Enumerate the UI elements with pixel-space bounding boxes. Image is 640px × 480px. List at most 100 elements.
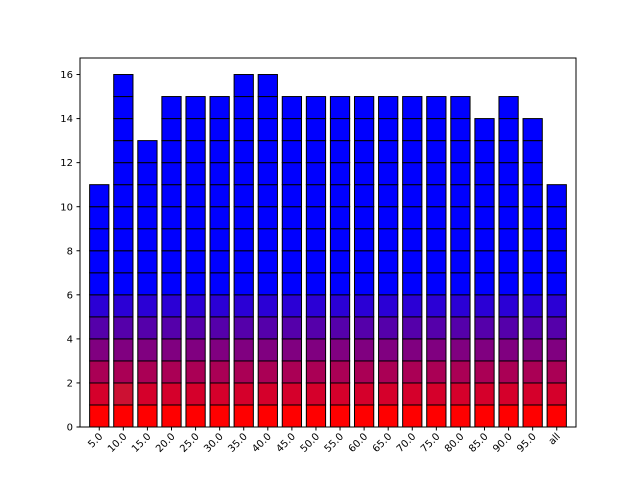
y-tick-label: 0 bbox=[67, 423, 73, 434]
bar-segment bbox=[402, 118, 423, 142]
bar-segment bbox=[329, 162, 351, 186]
bar-segment bbox=[378, 316, 399, 340]
bar-segment bbox=[257, 316, 278, 340]
bar-segment bbox=[137, 404, 158, 428]
bar-segment bbox=[378, 338, 399, 362]
bar-segment bbox=[89, 382, 110, 406]
bar-segment bbox=[546, 360, 567, 384]
bar-segment bbox=[353, 272, 375, 296]
bar-10.0 bbox=[113, 74, 134, 428]
bar-35.0 bbox=[233, 74, 254, 428]
bar-segment bbox=[305, 162, 327, 186]
bar-25.0 bbox=[185, 96, 206, 428]
bar-segment bbox=[426, 360, 447, 384]
bar-segment bbox=[426, 272, 447, 296]
bar-segment bbox=[426, 294, 447, 318]
bar-segment bbox=[257, 96, 278, 120]
bar-segment bbox=[402, 140, 423, 164]
bar-segment bbox=[257, 294, 278, 318]
x-tick-label: 15.0 bbox=[130, 431, 154, 455]
y-tick-label: 2 bbox=[67, 379, 73, 390]
bar-segment bbox=[474, 338, 495, 362]
y-tick-label: 12 bbox=[60, 158, 73, 169]
bar-segment bbox=[426, 162, 447, 186]
bar-segment bbox=[450, 140, 471, 164]
bar-segment bbox=[161, 338, 182, 362]
bar-segment bbox=[498, 294, 519, 318]
bar-segment bbox=[378, 272, 399, 296]
x-tick-label: 25.0 bbox=[178, 431, 202, 455]
bar-segment bbox=[402, 316, 423, 340]
bar-segment bbox=[522, 316, 543, 340]
bar-segment bbox=[161, 404, 182, 428]
bar-segment bbox=[281, 316, 303, 340]
bar-segment bbox=[89, 316, 110, 340]
bar-segment bbox=[209, 228, 230, 252]
bar-segment bbox=[113, 162, 134, 186]
bar-all bbox=[546, 184, 567, 428]
bar-segment bbox=[257, 360, 278, 384]
bar-segment bbox=[257, 184, 278, 208]
bar-segment bbox=[89, 184, 110, 208]
bar-segment bbox=[522, 272, 543, 296]
bar-segment bbox=[329, 382, 351, 406]
bar-segment bbox=[233, 294, 254, 318]
x-tick-label: 80.0 bbox=[443, 431, 467, 455]
bar-30.0 bbox=[209, 96, 230, 428]
bar-segment bbox=[426, 316, 447, 340]
bar-segment bbox=[209, 162, 230, 186]
bar-segment bbox=[209, 316, 230, 340]
bar-segment bbox=[426, 184, 447, 208]
bar-segment bbox=[353, 250, 375, 274]
bar-segment bbox=[113, 404, 134, 428]
bar-segment bbox=[185, 338, 206, 362]
bar-segment bbox=[137, 206, 158, 230]
bar-segment bbox=[546, 338, 567, 362]
bar-segment bbox=[329, 338, 351, 362]
bar-segment bbox=[281, 382, 303, 406]
bar-segment bbox=[450, 294, 471, 318]
bar-segment bbox=[329, 250, 351, 274]
bar-segment bbox=[305, 140, 327, 164]
bar-segment bbox=[257, 206, 278, 230]
bar-segment bbox=[498, 118, 519, 142]
bar-65.0 bbox=[378, 96, 399, 428]
bar-70.0 bbox=[402, 96, 423, 428]
bar-segment bbox=[209, 118, 230, 142]
bar-segment bbox=[329, 272, 351, 296]
bar-segment bbox=[233, 206, 254, 230]
bar-segment bbox=[522, 162, 543, 186]
bar-segment bbox=[209, 96, 230, 120]
bar-segment bbox=[113, 360, 134, 384]
x-tick-label: 10.0 bbox=[106, 431, 130, 455]
bar-segment bbox=[353, 118, 375, 142]
bar-segment bbox=[522, 118, 543, 142]
bar-segment bbox=[498, 96, 519, 120]
bar-segment bbox=[113, 206, 134, 230]
x-tick-label: 20.0 bbox=[154, 431, 178, 455]
bar-segment bbox=[426, 206, 447, 230]
bar-segment bbox=[209, 404, 230, 428]
bar-segment bbox=[450, 184, 471, 208]
bar-segment bbox=[498, 184, 519, 208]
bar-segment bbox=[113, 74, 134, 98]
bar-segment bbox=[209, 272, 230, 296]
bar-segment bbox=[257, 228, 278, 252]
bar-segment bbox=[185, 294, 206, 318]
bar-segment bbox=[305, 316, 327, 340]
x-tick-label: 70.0 bbox=[395, 431, 419, 455]
bar-segment bbox=[209, 206, 230, 230]
bar-segment bbox=[353, 404, 375, 428]
bar-80.0 bbox=[450, 96, 471, 428]
bar-segment bbox=[378, 382, 399, 406]
bar-segment bbox=[378, 228, 399, 252]
bar-segment bbox=[233, 184, 254, 208]
bar-segment bbox=[113, 118, 134, 142]
bar-segment bbox=[89, 206, 110, 230]
bar-segment bbox=[305, 118, 327, 142]
bar-segment bbox=[209, 184, 230, 208]
bar-segment bbox=[450, 338, 471, 362]
bar-segment bbox=[402, 96, 423, 120]
bar-segment bbox=[305, 96, 327, 120]
bars-group bbox=[89, 74, 567, 428]
